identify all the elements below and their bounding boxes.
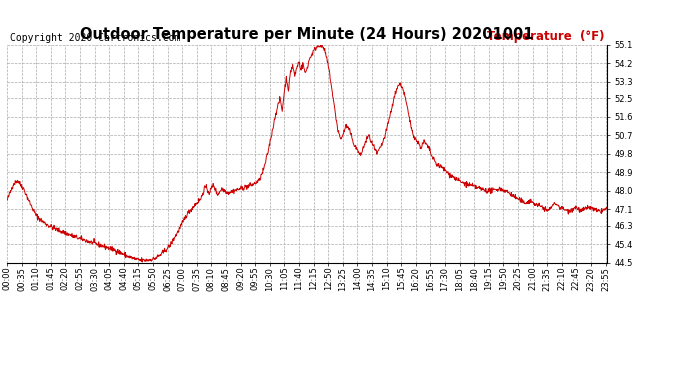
Text: Temperature  (°F): Temperature (°F) <box>486 30 604 43</box>
Title: Outdoor Temperature per Minute (24 Hours) 20201001: Outdoor Temperature per Minute (24 Hours… <box>80 27 534 42</box>
Text: Copyright 2020 Cartronics.com: Copyright 2020 Cartronics.com <box>10 33 180 43</box>
